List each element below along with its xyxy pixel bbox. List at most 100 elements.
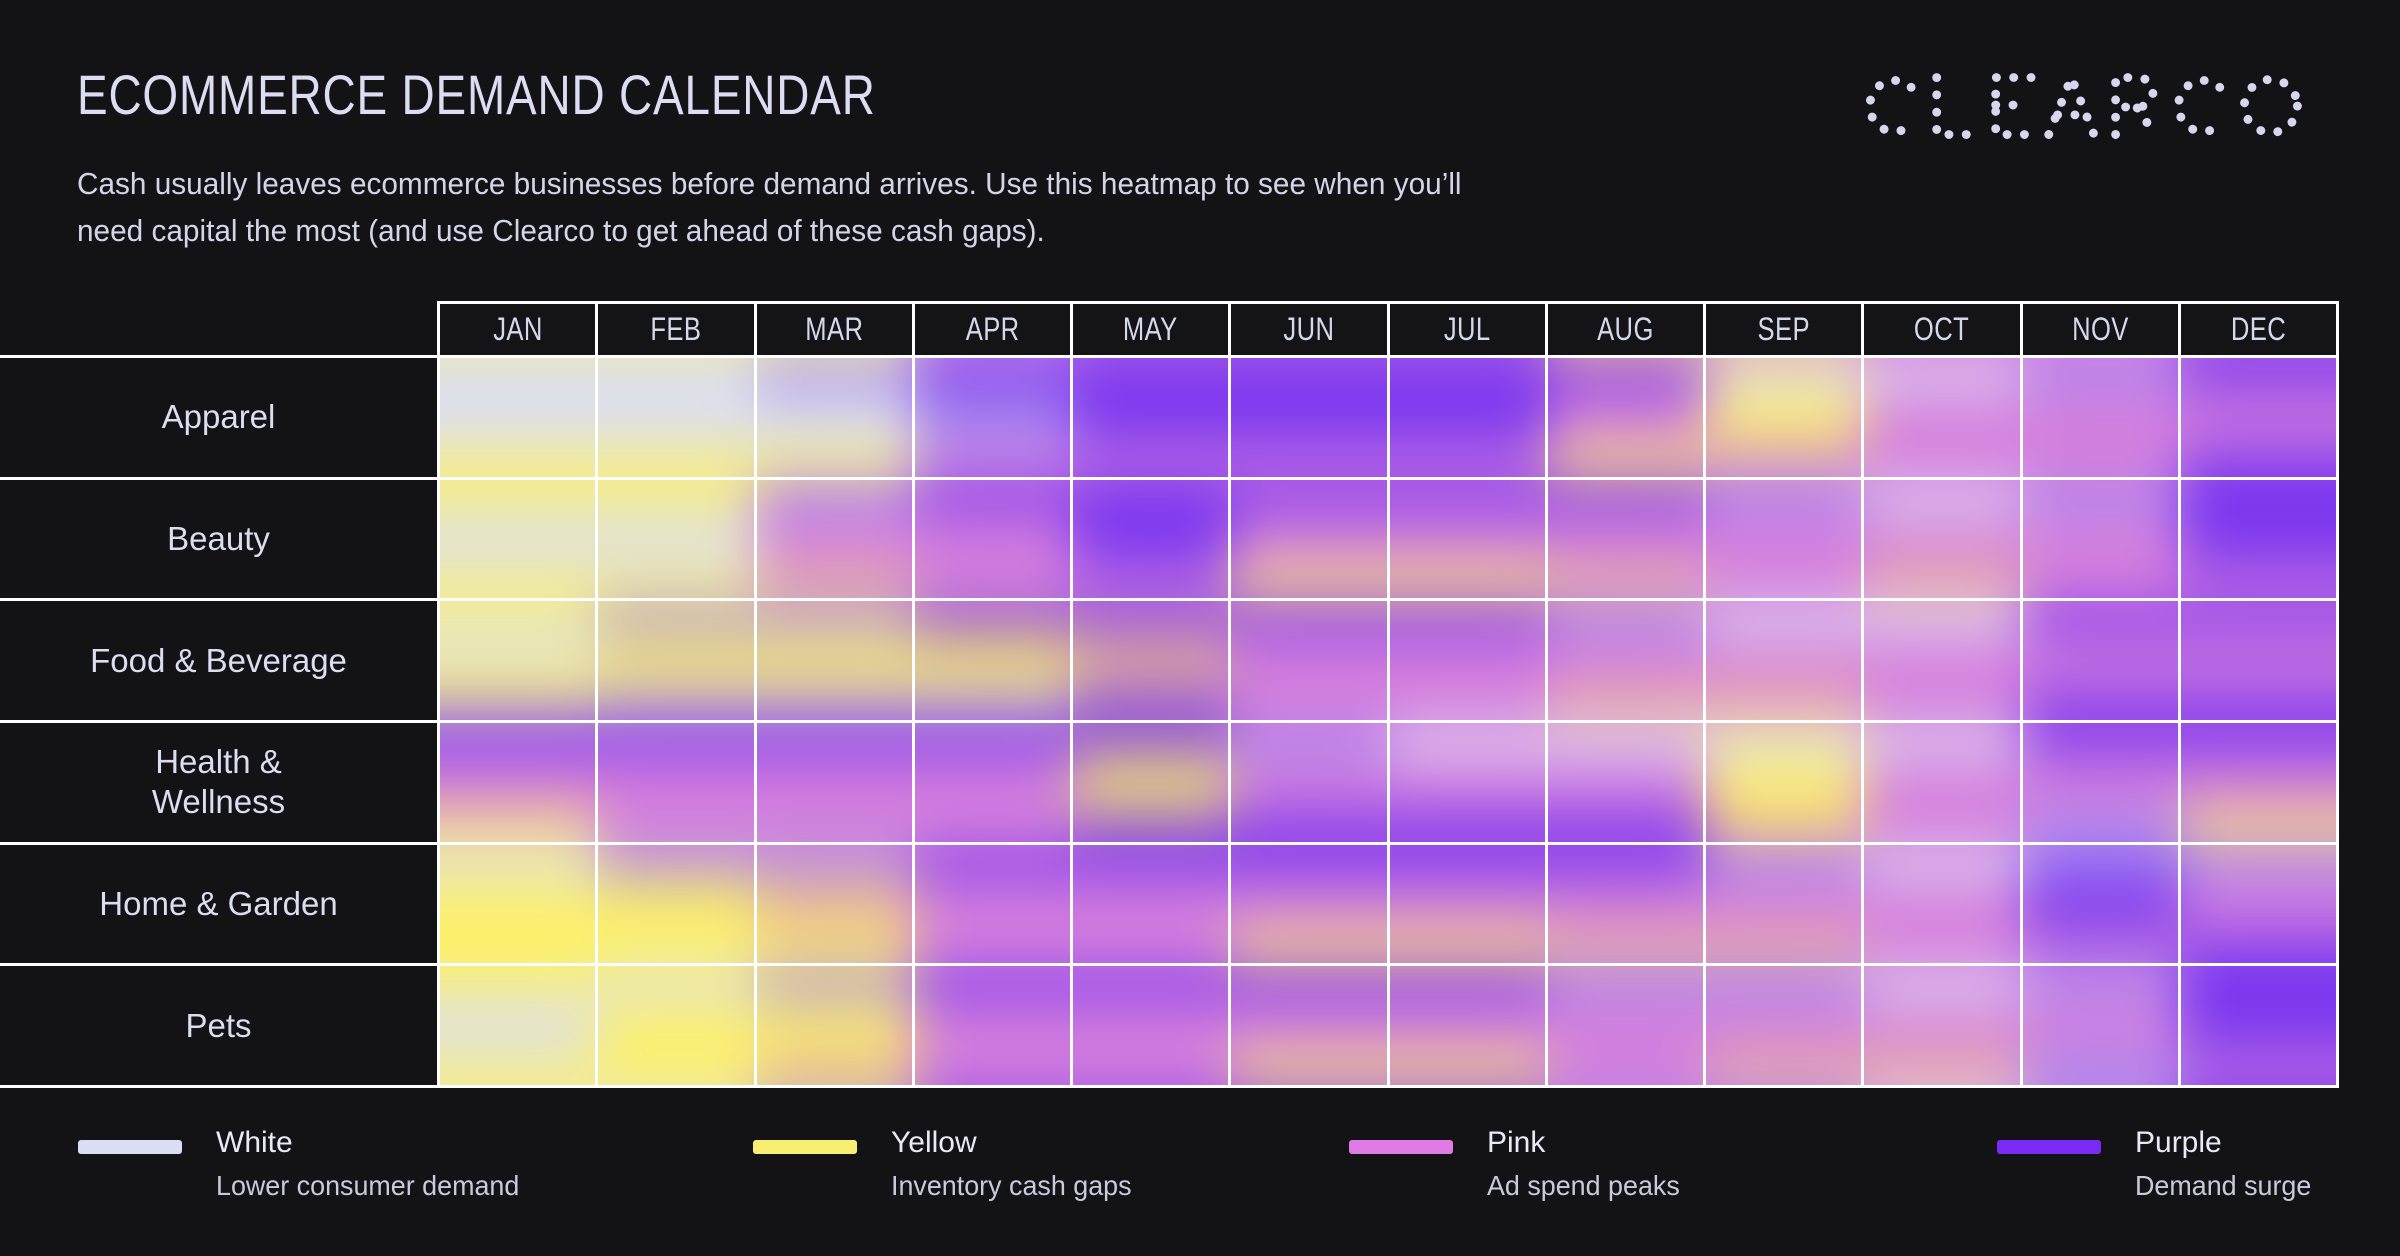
row-label-column: Apparel Beauty Food & Beverage Health & Wel…: [0, 355, 437, 1089]
heatmap-cell: [1389, 479, 1548, 602]
heatmap-cell: [1864, 722, 2023, 845]
heatmap-cell: [1073, 479, 1232, 602]
month-label: JAN: [492, 311, 543, 347]
heatmap-cell: [1864, 966, 2023, 1088]
month-label: JUL: [1443, 311, 1491, 347]
month-header-cell: JAN: [440, 301, 599, 358]
heatmap-cell: [598, 479, 757, 602]
heatmap-cell: [598, 358, 757, 480]
heatmap-cell: [2022, 844, 2181, 967]
heatmap-cell: [440, 844, 599, 967]
heatmap-cell: [1389, 966, 1548, 1088]
month-header-cell: FEB: [598, 301, 757, 358]
month-header-cell: NOV: [2022, 301, 2181, 358]
heatmap-cell: [2022, 358, 2181, 480]
month-label: NOV: [2071, 311, 2129, 347]
heatmap-cell: [440, 601, 599, 723]
heatmap-cell: [598, 844, 757, 967]
heatmap-cell: [2022, 601, 2181, 723]
page-title: ECOMMERCE DEMAND CALENDAR: [77, 63, 876, 126]
heatmap-cell: [1389, 844, 1548, 967]
page-subtitle: Cash usually leaves ecommerce businesses…: [77, 166, 1462, 248]
heatmap-cell: [1706, 479, 1865, 602]
heatmap-cell: [1547, 479, 1706, 602]
month-header-cell: SEP: [1706, 301, 1865, 358]
heatmap-cell: [1231, 358, 1390, 480]
heatmap-cell: [1231, 479, 1390, 602]
legend-name: Pink: [1487, 1126, 1546, 1159]
legend-swatch: [78, 1140, 182, 1154]
heatmap-cell: [1073, 966, 1232, 1088]
heatmap-cell: [1706, 966, 1865, 1088]
legend-name: Yellow: [891, 1126, 977, 1159]
heatmap-cell: [1864, 601, 2023, 723]
month-header-cell: JUN: [1231, 301, 1390, 358]
row-label: Home & Garden: [0, 845, 437, 967]
heatmap-cell: [1073, 601, 1232, 723]
heatmap-cell: [756, 722, 915, 845]
heatmap-cell: [914, 479, 1073, 602]
heatmap-cell: [1706, 722, 1865, 845]
legend-text: Purple Demand surge: [2135, 1126, 2319, 1203]
heatmap-cell: [1864, 844, 2023, 967]
heatmap-cell: [2022, 966, 2181, 1088]
legend-text: Pink Ad spend peaks: [1487, 1126, 1688, 1203]
month-header-cell: DEC: [2180, 301, 2339, 358]
heatmap-cell: [440, 966, 599, 1088]
heatmap-cell: [2180, 966, 2339, 1088]
heatmap-cell: [1864, 479, 2023, 602]
month-header-cell: JUL: [1389, 301, 1548, 358]
heatmap-cell: [1389, 722, 1548, 845]
month-header-cell: OCT: [1864, 301, 2023, 358]
heatmap-cell: [1864, 358, 2023, 480]
heatmap-cell: [1073, 358, 1232, 480]
heatmap-cell: [914, 722, 1073, 845]
heatmap-cell: [1547, 601, 1706, 723]
month-label: OCT: [1914, 311, 1970, 347]
heatmap-cell: [440, 479, 599, 602]
heatmap-cell: [914, 601, 1073, 723]
heatmap-cell: [1231, 722, 1390, 845]
month-label: AUG: [1597, 311, 1654, 347]
row-label: Health & Wellness: [0, 723, 437, 845]
month-label: SEP: [1757, 311, 1810, 347]
heatmap-cell: [598, 601, 757, 723]
month-header-cell: MAR: [756, 301, 915, 358]
legend-desc: Inventory cash gaps: [891, 1170, 1132, 1201]
heatmap-cell: [1706, 601, 1865, 723]
month-label: JUN: [1283, 311, 1335, 347]
month-header-row: JAN FEB MAR APR MAY JUN JUL AUG SEP OCT NOV DEC: [437, 301, 2339, 358]
legend-item: Pink Ad spend peaks: [1349, 1126, 1688, 1203]
row-label: Beauty: [0, 480, 437, 602]
month-label: DEC: [2230, 311, 2286, 347]
heatmap-cell: [914, 966, 1073, 1088]
heatmap-cell: [1706, 358, 1865, 480]
heatmap-cell: [2180, 358, 2339, 480]
month-label: MAR: [805, 311, 864, 347]
row-label: Pets: [0, 966, 437, 1089]
heatmap-cell: [1547, 844, 1706, 967]
legend-swatch: [1997, 1140, 2101, 1154]
heatmap-cell: [598, 966, 757, 1088]
month-label: FEB: [650, 311, 702, 347]
heatmap-cell: [1231, 966, 1390, 1088]
heatmap-cell: [1389, 358, 1548, 480]
legend-desc: Demand surge: [2135, 1170, 2312, 1201]
heatmap-cell: [1706, 844, 1865, 967]
heatmap-cell: [1389, 601, 1548, 723]
legend-name: White: [216, 1126, 293, 1159]
heatmap-cell: [756, 966, 915, 1088]
legend-desc: Lower consumer demand: [216, 1170, 520, 1201]
heatmap-cell: [2180, 722, 2339, 845]
heatmap-cell: [1231, 601, 1390, 723]
heatmap-cell: [440, 358, 599, 480]
month-header-cell: APR: [914, 301, 1073, 358]
row-label: Apparel: [0, 358, 437, 480]
month-label: APR: [965, 311, 1020, 347]
heatmap-cell: [1547, 358, 1706, 480]
heatmap-cell: [756, 601, 915, 723]
legend-swatch: [1349, 1140, 1453, 1154]
month-label: MAY: [1123, 311, 1179, 347]
heatmap: [440, 358, 2339, 1088]
